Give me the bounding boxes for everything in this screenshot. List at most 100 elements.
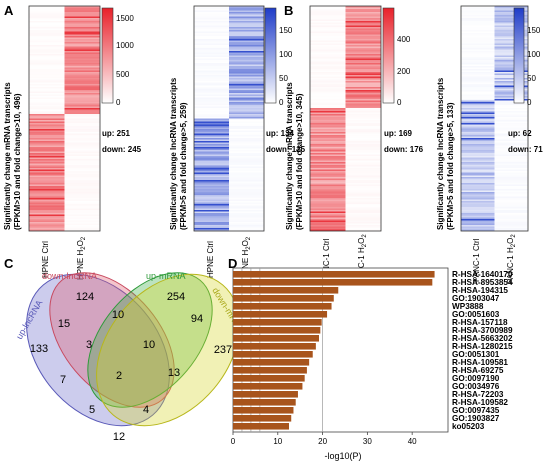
heatmap-cell: [494, 118, 528, 121]
heatmap-cell: [64, 51, 100, 53]
heatmap-cell: [461, 9, 495, 11]
heatmap-cell: [64, 147, 100, 149]
heatmap-cell: [310, 24, 346, 26]
heatmap-cell: [29, 45, 65, 47]
heatmap-cell: [29, 193, 65, 196]
heatmap-cell: [229, 172, 264, 175]
heatmap-cell: [310, 108, 346, 110]
heatmap-cell: [64, 183, 100, 185]
heatmap-cell: [494, 207, 528, 209]
heatmap-cell: [64, 115, 100, 118]
heatmap-cell: [194, 93, 229, 95]
heatmap-cell: [64, 36, 100, 38]
heatmap-cell: [229, 46, 264, 49]
heatmap-cell: [494, 123, 528, 125]
heatmap-cell: [310, 34, 346, 37]
heatmap-cell: [194, 174, 229, 176]
bar: [233, 335, 319, 342]
heatmap-cell: [345, 150, 381, 152]
heatmap-cell: [194, 61, 229, 64]
heatmap-b-lncrna-ylabel-1: Significantly change lncRNA transcripts: [436, 77, 445, 230]
heatmap-cell: [310, 220, 346, 223]
heatmap-cell: [64, 168, 100, 170]
heatmap-cell: [194, 22, 229, 25]
heatmap-cell: [229, 54, 264, 56]
heatmap-cell: [64, 106, 100, 109]
heatmap-cell: [310, 214, 346, 217]
heatmap-b-mrna-down-count: down: 176: [384, 145, 424, 154]
heatmap-cell: [64, 157, 100, 160]
heatmap-cell: [29, 159, 65, 161]
heatmap-a-lncrna-frame: [193, 5, 265, 232]
heatmap-cell: [310, 225, 346, 227]
heatmap-cell: [310, 196, 346, 199]
heatmap-cell: [494, 172, 528, 175]
heatmap-cell: [29, 30, 65, 32]
venn-count: 13: [168, 367, 180, 379]
heatmap-cell: [494, 73, 528, 76]
heatmap-cell: [494, 174, 528, 176]
heatmap-cell: [64, 133, 100, 136]
heatmap-cell: [461, 189, 495, 191]
heatmap-cell: [229, 117, 264, 119]
heatmap-cell: [229, 189, 264, 191]
heatmap-cell: [194, 184, 229, 187]
heatmap-cell: [64, 99, 100, 101]
heatmap-cell: [64, 124, 100, 127]
heatmap-cell: [64, 181, 100, 184]
heatmap-cell: [310, 102, 346, 104]
heatmap-cell: [29, 226, 65, 229]
heatmap-cell: [29, 205, 65, 208]
heatmap-cell: [194, 148, 229, 151]
heatmap-cell: [64, 7, 100, 10]
heatmap-cell: [29, 198, 65, 200]
heatmap-cell: [229, 39, 264, 41]
heatmap-cell: [345, 156, 381, 158]
heatmap-cell: [310, 228, 346, 230]
heatmap-cell: [310, 187, 346, 190]
heatmap-cell: [494, 9, 528, 11]
heatmap-cell: [29, 10, 65, 13]
heatmap-cell: [64, 154, 100, 157]
heatmap-cell: [310, 78, 346, 80]
heatmap-cell: [229, 171, 264, 173]
heatmap-cell: [229, 70, 264, 73]
heatmap-cell: [310, 198, 346, 200]
heatmap-cell: [64, 57, 100, 59]
heatmap-cell: [494, 28, 528, 31]
bar: [233, 375, 305, 382]
heatmap-cell: [29, 127, 65, 130]
bar-chart-xlabel: -log10(P): [324, 451, 361, 461]
heatmap-cell: [345, 148, 381, 151]
heatmap-cell: [310, 199, 346, 202]
heatmap-cell: [229, 163, 264, 166]
heatmap-cell: [345, 91, 381, 94]
heatmap-cell: [194, 102, 229, 104]
heatmap-cell: [64, 109, 100, 112]
heatmap-cell: [345, 159, 381, 161]
heatmap-cell: [194, 201, 229, 203]
heatmap-cell: [64, 78, 100, 80]
heatmap-cell: [64, 12, 100, 14]
colorbar-a-lncrna-tick: 0: [279, 98, 284, 107]
heatmap-cell: [194, 73, 229, 76]
heatmap-cell: [310, 45, 346, 47]
heatmap-cell: [29, 156, 65, 158]
heatmap-cell: [345, 42, 381, 44]
colorbar-b-mrna-tick: 400: [397, 35, 411, 44]
heatmap-cell: [345, 60, 381, 62]
heatmap-cell: [194, 40, 229, 43]
heatmap-cell: [345, 37, 381, 40]
heatmap-cell: [345, 93, 381, 95]
heatmap-cell: [494, 201, 528, 203]
heatmap-cell: [194, 124, 229, 127]
heatmap-cell: [461, 177, 495, 179]
heatmap-cell: [345, 186, 381, 188]
heatmap-cell: [229, 151, 264, 154]
heatmap-cell: [29, 171, 65, 173]
heatmap-cell: [310, 178, 346, 181]
heatmap-cell: [494, 213, 528, 215]
heatmap-cell: [345, 121, 381, 124]
heatmap-cell: [194, 145, 229, 148]
heatmap-cell: [229, 33, 264, 35]
